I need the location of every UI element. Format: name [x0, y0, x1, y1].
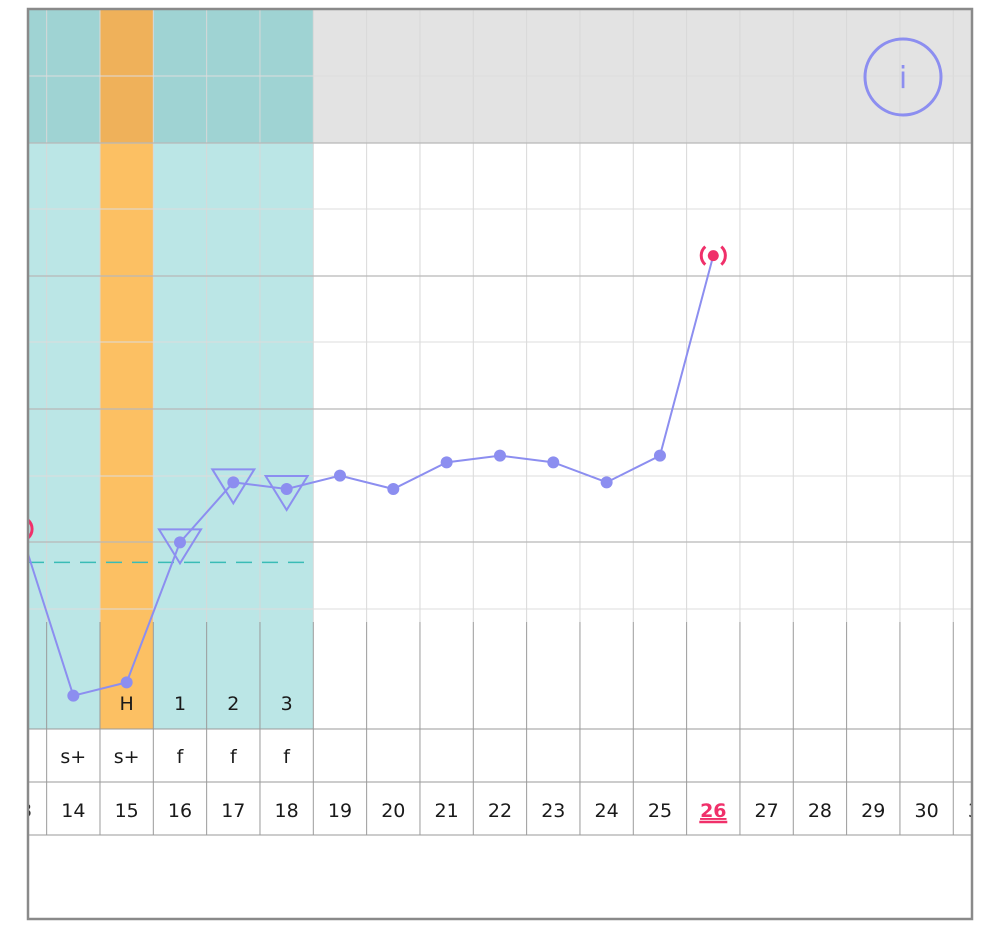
cycle-day-label[interactable]: 27 [755, 800, 779, 822]
temperature-point [67, 689, 80, 702]
info-button[interactable]: i [863, 37, 943, 117]
cycle-day-label[interactable]: 13 [8, 800, 32, 822]
cycle-day-label[interactable]: 28 [808, 800, 832, 822]
temperature-point [227, 476, 240, 489]
cycle-day-label[interactable]: 21 [435, 800, 459, 822]
chart-frame [26, 7, 974, 921]
temperature-point [333, 469, 346, 482]
higher-temp-triangle [210, 468, 257, 506]
cycle-day-label[interactable]: 25 [648, 800, 672, 822]
excluded-point [15, 524, 26, 535]
temperature-point [547, 456, 560, 469]
peak-count-label: 1 [174, 693, 186, 715]
mucus-label: f [283, 746, 291, 768]
temperature-point [120, 676, 133, 689]
peak-count-label: H [120, 693, 134, 715]
info-icon[interactable]: i [899, 61, 907, 96]
cycle-day-label[interactable]: 18 [275, 800, 299, 822]
temperature-point [440, 456, 453, 469]
today-cycle-day[interactable]: 26 [700, 800, 726, 822]
cycle-day-label[interactable]: 19 [328, 800, 352, 822]
temperature-point [600, 476, 613, 489]
excluded-point [707, 250, 719, 262]
mucus-label: s+ [114, 746, 140, 768]
cycle-day-label[interactable]: 15 [115, 800, 139, 822]
temperature-line [28, 255, 715, 697]
cycle-day-label[interactable]: 16 [168, 800, 192, 822]
temperature-point [493, 449, 506, 462]
excluded-marker-right [720, 245, 727, 266]
cycle-day-label[interactable]: 22 [488, 800, 512, 822]
higher-temp-triangle [157, 528, 203, 566]
cycle-day-label[interactable]: 14 [61, 800, 85, 822]
temperature-point [280, 483, 293, 496]
mucus-label: f [230, 746, 238, 768]
temperature-point [173, 536, 186, 549]
temperature-point [653, 449, 666, 462]
higher-temp-triangle [263, 475, 310, 512]
temperature-point [387, 483, 400, 496]
mucus-label: s+ [60, 746, 86, 768]
peak-count-label: 3 [281, 693, 293, 715]
excluded-marker-left [8, 520, 12, 538]
cycle-day-label[interactable]: 31 [968, 800, 992, 822]
cycle-day-label[interactable]: 20 [381, 800, 405, 822]
info-button-ring[interactable] [863, 37, 943, 117]
excluded-marker-left [699, 245, 707, 266]
cycle-day-label[interactable]: 30 [915, 800, 939, 822]
cycle-day-label[interactable]: 17 [221, 800, 245, 822]
cycle-day-label[interactable]: 24 [595, 800, 619, 822]
mucus-label: f [177, 746, 185, 768]
cycle-day-label[interactable]: 29 [861, 800, 885, 822]
cycle-day-label[interactable]: 23 [541, 800, 565, 822]
peak-count-label: 2 [227, 693, 239, 715]
